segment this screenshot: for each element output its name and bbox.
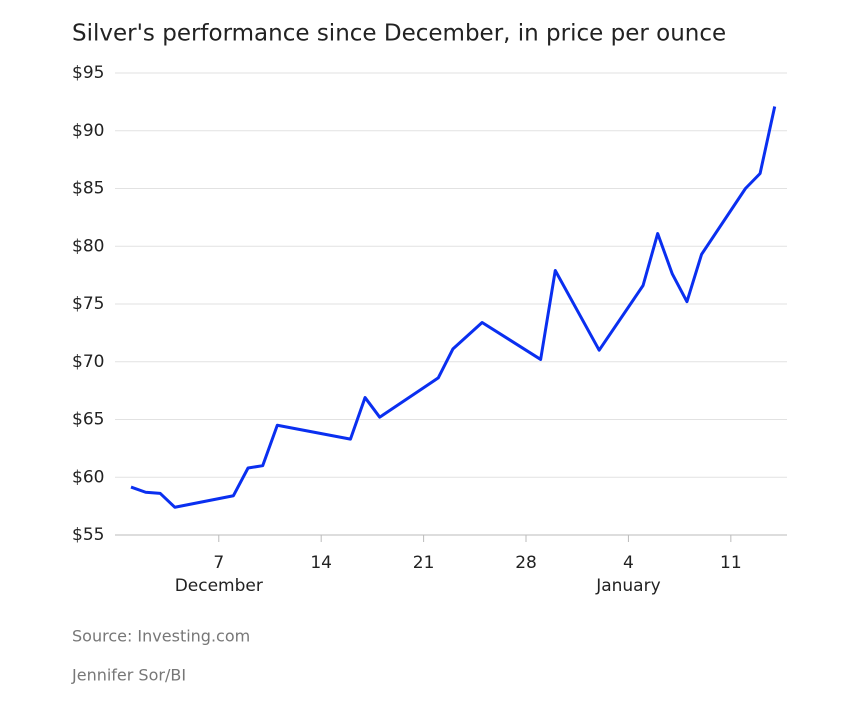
- chart-title: Silver's performance since December, in …: [72, 21, 726, 47]
- x-tick-label: 4: [623, 553, 634, 573]
- source: Source: Investing.com: [72, 627, 250, 646]
- month-label: January: [595, 576, 660, 596]
- y-tick-label: $85: [72, 179, 104, 199]
- y-tick-label: $65: [72, 410, 104, 430]
- month-label: December: [175, 576, 263, 596]
- x-tick-label: 11: [720, 553, 742, 573]
- x-tick-label: 14: [310, 553, 332, 573]
- y-tick-label: $55: [72, 525, 104, 545]
- x-tick-label: 7: [213, 553, 224, 573]
- y-tick-label: $95: [72, 63, 104, 83]
- price-line: [130, 106, 777, 509]
- y-tick-label: $90: [72, 121, 104, 141]
- x-tick-label: 28: [515, 553, 537, 573]
- x-tick-label: 21: [413, 553, 435, 573]
- credit: Jennifer Sor/BI: [71, 666, 186, 685]
- y-tick-label: $70: [72, 352, 104, 372]
- y-tick-label: $60: [72, 467, 104, 487]
- y-tick-label: $75: [72, 294, 104, 314]
- y-tick-label: $80: [72, 236, 104, 256]
